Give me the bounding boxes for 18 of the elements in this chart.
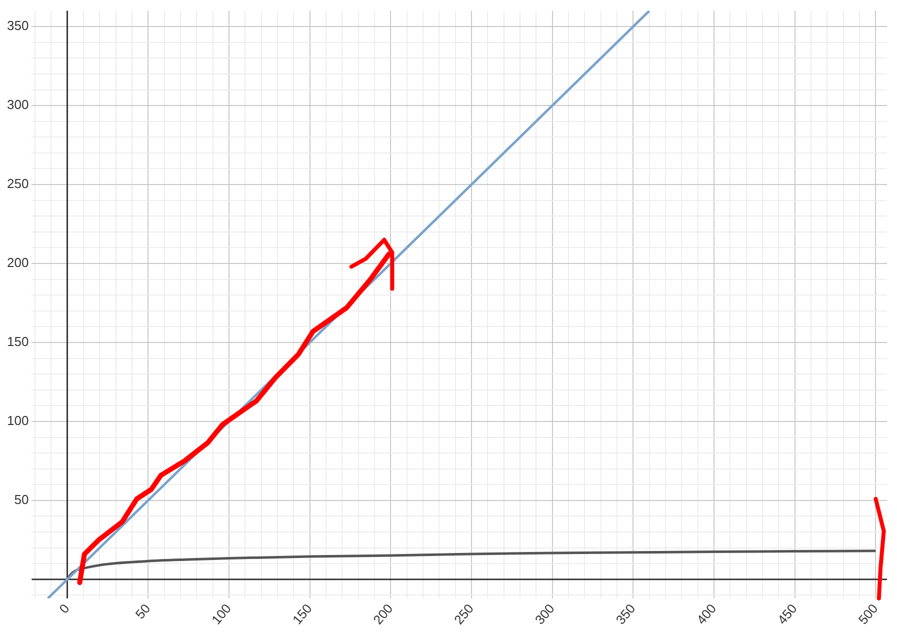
y-tick-label: 300 bbox=[6, 97, 29, 112]
x-tick-label: 350 bbox=[612, 600, 638, 628]
x-tick-label: 0 bbox=[56, 600, 72, 616]
x-tick-label: 100 bbox=[208, 600, 234, 628]
y-tick-label: 150 bbox=[6, 334, 29, 350]
x-tick-label: 450 bbox=[774, 600, 800, 628]
x-tick-label: 300 bbox=[532, 600, 558, 628]
y-tick-label: 350 bbox=[6, 18, 29, 34]
y-tick-label: 200 bbox=[6, 255, 29, 270]
x-tick-label: 200 bbox=[370, 600, 396, 628]
y-tick-label: 100 bbox=[6, 413, 29, 428]
x-tick-label: 150 bbox=[289, 600, 315, 628]
x-tick-label: 400 bbox=[694, 600, 720, 628]
x-tick-label: 250 bbox=[451, 600, 477, 628]
y-tick-label: 250 bbox=[6, 176, 29, 192]
y-tick-label: 50 bbox=[14, 492, 29, 508]
x-tick-label: 500 bbox=[855, 600, 881, 628]
x-tick-label: 50 bbox=[132, 600, 154, 622]
